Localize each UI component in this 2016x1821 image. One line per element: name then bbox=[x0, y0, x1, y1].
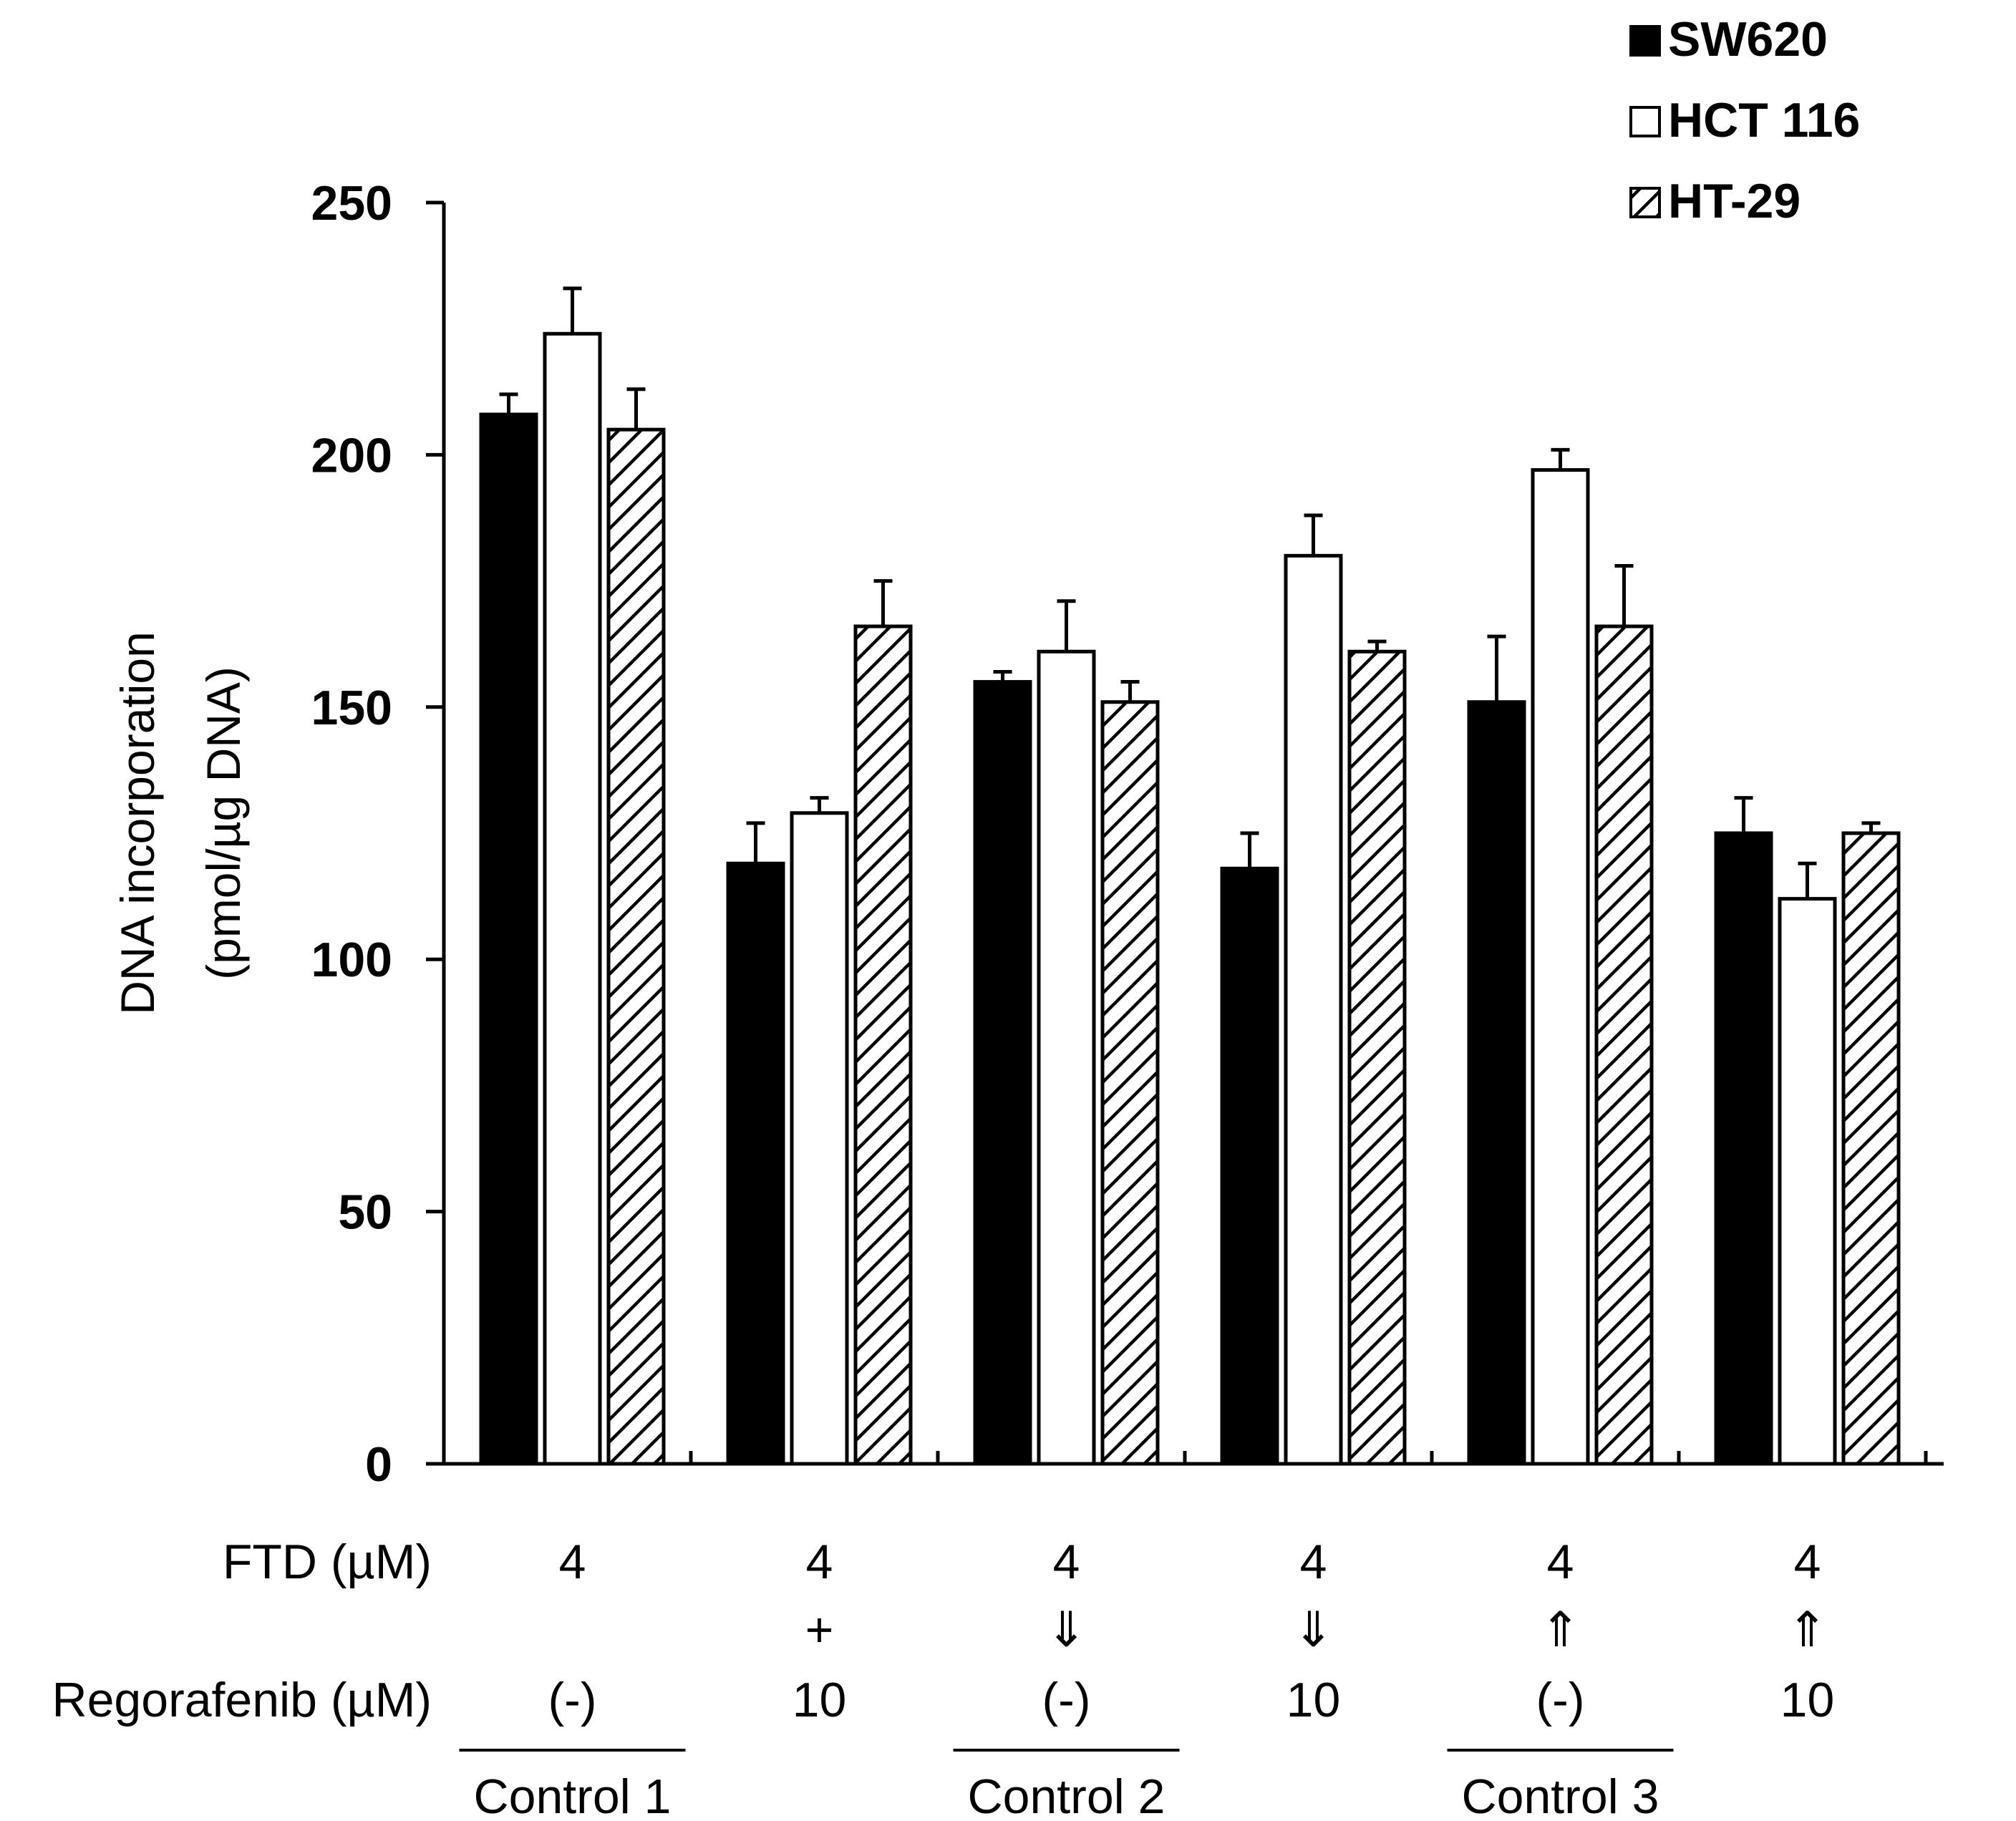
legend-label-sw620: SW620 bbox=[1668, 12, 1828, 67]
y-tick-label: 0 bbox=[365, 1437, 392, 1492]
bar-ht29-group-3 bbox=[1100, 700, 1160, 1466]
y-tick-label: 50 bbox=[338, 1185, 392, 1240]
schedule-symbol-group-6: ⇑ bbox=[1787, 1603, 1828, 1657]
bar-hct116-group-2 bbox=[790, 811, 849, 1466]
regorafenib-value-group-6: 10 bbox=[1780, 1673, 1835, 1727]
control-label-2: Control 2 bbox=[968, 1769, 1166, 1821]
regorafenib-row-label: Regorafenib (µM) bbox=[52, 1673, 432, 1727]
control-label-1: Control 1 bbox=[474, 1769, 672, 1821]
regorafenib-value-group-4: 10 bbox=[1286, 1673, 1341, 1727]
bar-sw620-group-6 bbox=[1714, 831, 1773, 1466]
legend: SW620 HCT 116 HT-29 bbox=[1629, 12, 1860, 228]
schedule-symbol-group-2: + bbox=[805, 1603, 834, 1657]
bar-sw620-group-1 bbox=[479, 412, 538, 1466]
bar-ht29-group-5 bbox=[1594, 624, 1654, 1466]
bar-hct116-group-4 bbox=[1284, 553, 1343, 1466]
schedule-symbol-group-5: ⇑ bbox=[1540, 1603, 1581, 1657]
regorafenib-value-group-3: (-) bbox=[1042, 1673, 1091, 1727]
control-label-3: Control 3 bbox=[1462, 1769, 1659, 1821]
y-axis-label-line2: (pmol/µg DNA) bbox=[197, 666, 250, 980]
bar-sw620-group-3 bbox=[973, 680, 1032, 1466]
bar-hct116-group-3 bbox=[1037, 649, 1096, 1466]
regorafenib-value-group-1: (-) bbox=[548, 1673, 597, 1727]
ftd-value-group-3: 4 bbox=[1053, 1535, 1080, 1589]
legend-swatch-sw620 bbox=[1629, 25, 1661, 57]
legend-swatch-hct116 bbox=[1629, 106, 1661, 137]
bar-sw620-group-5 bbox=[1467, 700, 1526, 1466]
ftd-value-group-4: 4 bbox=[1300, 1535, 1327, 1589]
bar-ht29-group-2 bbox=[853, 624, 913, 1466]
regorafenib-value-group-5: (-) bbox=[1536, 1673, 1585, 1727]
y-tick-label: 200 bbox=[311, 428, 392, 482]
legend-swatch-ht29 bbox=[1629, 187, 1661, 218]
y-tick-label: 100 bbox=[311, 933, 392, 987]
legend-label-ht29: HT-29 bbox=[1668, 174, 1801, 228]
bar-sw620-group-4 bbox=[1220, 866, 1279, 1466]
ftd-value-group-1: 4 bbox=[559, 1535, 586, 1589]
bar-ht29-group-6 bbox=[1841, 831, 1901, 1466]
legend-label-hct116: HCT 116 bbox=[1668, 93, 1860, 147]
y-tick-label: 150 bbox=[311, 681, 392, 735]
bar-sw620-group-2 bbox=[726, 861, 785, 1466]
regorafenib-value-group-2: 10 bbox=[793, 1673, 847, 1727]
y-axis-label-line1: DNA incorporation bbox=[111, 631, 164, 1015]
ftd-row-label: FTD (µM) bbox=[223, 1535, 432, 1589]
schedule-symbol-group-4: ⇓ bbox=[1293, 1603, 1334, 1657]
bar-hct116-group-5 bbox=[1531, 468, 1590, 1466]
bar-hct116-group-6 bbox=[1778, 897, 1837, 1466]
ftd-value-group-6: 4 bbox=[1794, 1535, 1821, 1589]
schedule-symbol-group-3: ⇓ bbox=[1046, 1603, 1087, 1657]
ftd-value-group-2: 4 bbox=[806, 1535, 833, 1589]
bar-ht29-group-4 bbox=[1347, 649, 1407, 1466]
ftd-value-group-5: 4 bbox=[1547, 1535, 1574, 1589]
y-tick-label: 250 bbox=[311, 176, 392, 230]
bar-hct116-group-1 bbox=[543, 331, 602, 1466]
bar-ht29-group-1 bbox=[606, 427, 666, 1466]
